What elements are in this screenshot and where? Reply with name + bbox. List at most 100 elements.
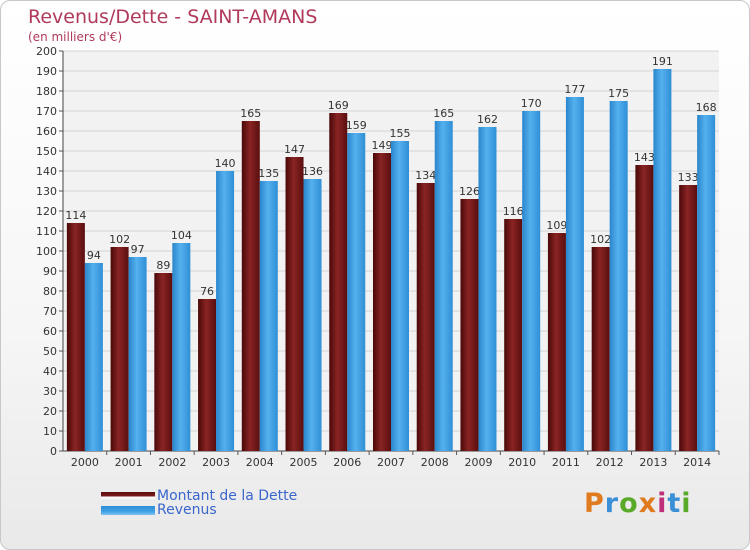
legend-item-dette: Montant de la Dette [101,488,297,504]
bar-dette [591,247,610,451]
bar-revenus [391,141,409,451]
bar-dette [416,183,435,451]
bar-revenus [172,243,191,451]
bar-dette [635,165,654,451]
y-tick-label: 170 [36,105,57,118]
bar-revenus [128,257,147,451]
y-tick-label: 110 [36,225,57,238]
bar-revenus [434,121,453,451]
y-tick-label: 150 [36,145,57,158]
legend-swatch-dette [101,491,155,501]
data-label-revenus: 136 [302,165,323,178]
data-label-dette: 89 [156,259,170,272]
x-tick-label: 2008 [421,456,449,469]
data-label-dette: 169 [328,99,349,112]
legend-swatch-revenus [101,505,155,515]
data-label-revenus: 170 [521,97,542,110]
data-label-revenus: 104 [171,229,192,242]
logo-letter: P [584,488,605,519]
chart-subtitle: (en milliers d'€) [28,30,123,44]
logo-letter: t [667,488,682,519]
data-label-dette: 149 [372,139,393,152]
data-label-dette: 134 [415,169,436,182]
data-label-dette: 116 [503,205,524,218]
data-label-revenus: 165 [433,107,454,120]
logo-letter: i [681,488,692,519]
y-tick-label: 160 [36,125,57,138]
data-label-dette: 165 [240,107,261,120]
y-tick-label: 120 [36,205,57,218]
y-tick-label: 130 [36,185,57,198]
data-label-revenus: 94 [87,249,101,262]
y-tick-label: 190 [36,65,57,78]
data-label-revenus: 159 [346,119,367,132]
bar-dette [241,121,260,451]
y-tick-label: 140 [36,165,57,178]
y-tick-label: 40 [43,365,57,378]
y-tick-label: 20 [43,405,57,418]
x-tick-label: 2004 [246,456,274,469]
bar-dette [154,273,173,451]
legend-label-revenus: Revenus [157,502,217,518]
bar-revenus [478,127,497,451]
data-label-dette: 114 [65,209,86,222]
data-label-revenus: 155 [390,127,411,140]
bar-dette [110,247,129,451]
bar-revenus [522,111,541,451]
y-tick-label: 10 [43,425,57,438]
y-tick-label: 70 [43,305,57,318]
data-label-revenus: 191 [652,55,673,68]
data-label-dette: 109 [546,219,567,232]
data-label-dette: 147 [284,143,305,156]
bar-dette [285,157,304,451]
data-label-revenus: 177 [564,83,585,96]
bar-revenus [347,133,366,451]
bar-dette [679,185,698,451]
y-tick-label: 200 [36,45,57,58]
x-tick-label: 2011 [552,456,580,469]
data-label-dette: 143 [634,151,655,164]
x-tick-label: 2010 [508,456,536,469]
x-tick-label: 2001 [115,456,143,469]
bar-dette [504,219,523,451]
bar-revenus [697,115,716,451]
y-tick-label: 60 [43,325,57,338]
chart-title: Revenus/Dette - SAINT-AMANS [28,6,318,28]
x-tick-label: 2005 [290,456,318,469]
x-tick-label: 2009 [464,456,492,469]
data-label-dette: 126 [459,185,480,198]
data-label-dette: 102 [590,233,611,246]
bar-revenus [609,101,628,451]
logo-letter: x [638,488,658,519]
y-tick-label: 0 [50,445,57,458]
data-label-dette: 102 [109,233,130,246]
data-label-revenus: 97 [131,243,145,256]
data-label-revenus: 175 [608,87,629,100]
x-tick-label: 2007 [377,456,405,469]
data-label-revenus: 162 [477,113,498,126]
data-label-revenus: 168 [696,101,717,114]
bar-dette [198,299,217,451]
x-tick-label: 2006 [333,456,361,469]
bar-revenus [565,97,584,451]
bar-revenus [653,69,672,451]
data-label-revenus: 135 [258,167,279,180]
bar-dette [329,113,348,451]
bar-dette [460,199,479,451]
bar-revenus [303,179,322,451]
bar-dette [547,233,566,451]
y-tick-label: 80 [43,285,57,298]
y-tick-label: 50 [43,345,57,358]
logo-letter: r [604,488,620,519]
y-tick-label: 100 [36,245,57,258]
x-tick-label: 2013 [639,456,667,469]
legend-item-revenus: Revenus [101,502,217,518]
data-label-dette: 76 [200,285,214,298]
y-tick-label: 90 [43,265,57,278]
y-tick-label: 180 [36,85,57,98]
proxiti-logo: Proxiti [584,488,692,519]
x-tick-label: 2003 [202,456,230,469]
logo-letter: i [657,488,668,519]
